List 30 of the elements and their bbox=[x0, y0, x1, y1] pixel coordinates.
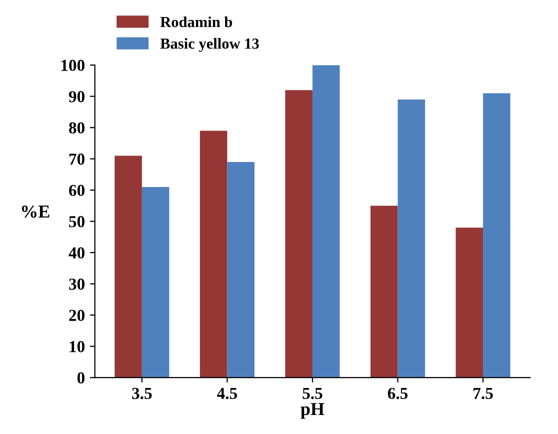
legend-label: Basic yellow 13 bbox=[160, 38, 259, 52]
bar bbox=[142, 186, 170, 378]
bar bbox=[456, 228, 484, 378]
bar bbox=[227, 162, 254, 378]
bar bbox=[285, 90, 312, 378]
x-axis-title: pH bbox=[300, 403, 324, 419]
y-tick-label: 10 bbox=[70, 341, 84, 352]
y-tick-label: 60 bbox=[69, 184, 84, 196]
y-axis-title: %E bbox=[22, 205, 50, 218]
x-tick-label: 3.5 bbox=[132, 388, 152, 400]
bar bbox=[114, 156, 142, 378]
y-tick-label: 100 bbox=[61, 60, 84, 72]
y-tick-label: 0 bbox=[77, 372, 84, 384]
x-tick-label: 6.5 bbox=[388, 388, 408, 400]
bar bbox=[370, 206, 398, 378]
x-tick-label: 4.5 bbox=[217, 388, 238, 400]
y-tick-label: 40 bbox=[68, 247, 84, 259]
x-tick-label: 5.5 bbox=[302, 388, 322, 400]
y-tick-label: 30 bbox=[69, 278, 84, 290]
y-tick-label: 80 bbox=[69, 122, 84, 134]
legend-label: Rodamin b bbox=[160, 16, 232, 28]
bar bbox=[483, 93, 510, 378]
x-tick-label: 7.5 bbox=[474, 388, 493, 400]
bar bbox=[398, 99, 426, 378]
y-tick-label: 70 bbox=[69, 154, 84, 165]
y-tick-label: 20 bbox=[69, 310, 84, 322]
y-tick-label: 50 bbox=[69, 216, 84, 228]
y-tick-label: 90 bbox=[68, 91, 84, 102]
bar bbox=[200, 130, 228, 378]
bar bbox=[312, 65, 340, 378]
